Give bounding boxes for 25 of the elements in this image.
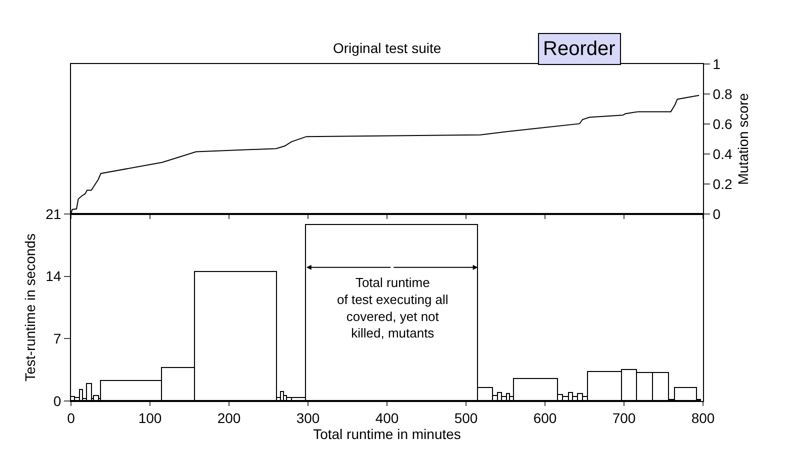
y-tick-label: 0 — [712, 206, 721, 222]
y-axis-title: Test-runtime in seconds — [22, 234, 38, 382]
chart-title: Original test suite — [333, 40, 442, 56]
y-tick-label: 0.2 — [712, 176, 732, 192]
y-tick-label: 0 — [53, 392, 62, 409]
y-tick-label: 0.4 — [712, 146, 732, 162]
x-tick-label: 600 — [533, 410, 557, 426]
x-tick-label: 300 — [296, 410, 320, 426]
y-axis-title: Mutation score — [734, 92, 751, 185]
x-tick-label: 500 — [454, 410, 478, 426]
x-tick-label: 800 — [691, 410, 715, 426]
x-axis-title: Total runtime in minutes — [313, 426, 461, 442]
x-tick-label: 0 — [67, 410, 76, 426]
y-tick-label: 7 — [53, 330, 62, 347]
y-tick-label: 21 — [46, 206, 62, 222]
text: Reorder — [543, 38, 616, 60]
y-tick-label: 1 — [712, 56, 721, 72]
x-tick-label: 100 — [138, 410, 162, 426]
y-tick-label: 0.6 — [712, 116, 732, 132]
x-tick-label: 400 — [375, 410, 399, 426]
x-tick-label: 700 — [612, 410, 636, 426]
y-tick-label: 14 — [46, 268, 62, 284]
annotation: Total runtime of test executing all covered, yet not killed, mutants — [337, 275, 448, 341]
y-tick-label: 0.8 — [712, 86, 732, 102]
x-tick-label: 200 — [217, 410, 241, 426]
